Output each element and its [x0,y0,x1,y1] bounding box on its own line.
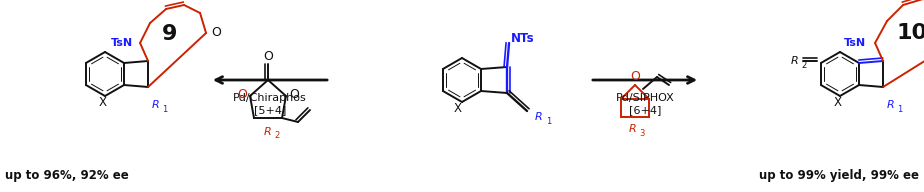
Text: 1: 1 [546,117,552,126]
Text: O: O [263,50,273,63]
Text: O: O [211,26,221,40]
Text: NTs: NTs [511,32,535,46]
Text: O: O [237,88,247,100]
Text: R: R [535,112,543,122]
Text: R: R [791,56,799,66]
Text: 1: 1 [163,104,167,113]
Text: up to 99% yield, 99% ee: up to 99% yield, 99% ee [759,170,919,183]
Text: up to 96%, 92% ee: up to 96%, 92% ee [5,170,128,183]
Text: [6+4]: [6+4] [629,105,662,115]
Text: TsN: TsN [844,38,866,48]
Text: R: R [629,124,637,134]
Text: R: R [152,100,160,110]
Text: 3: 3 [639,128,645,137]
Text: O: O [630,70,640,84]
Text: Pd/Chiraphos: Pd/Chiraphos [233,93,307,103]
Text: O: O [289,88,299,100]
Text: 2: 2 [194,0,200,2]
Text: R: R [264,127,272,137]
Text: X: X [834,95,842,108]
Text: Pd/SIPHOX: Pd/SIPHOX [615,93,675,103]
Text: 1: 1 [897,104,903,113]
Text: 2: 2 [274,132,280,141]
Text: R: R [887,100,895,110]
Text: 10: 10 [897,22,924,43]
Text: 9: 9 [162,24,177,44]
Text: TsN: TsN [111,38,133,48]
Text: X: X [454,102,462,114]
Text: [5+4]: [5+4] [254,105,286,115]
Text: 2: 2 [801,60,807,70]
Text: X: X [99,95,107,108]
